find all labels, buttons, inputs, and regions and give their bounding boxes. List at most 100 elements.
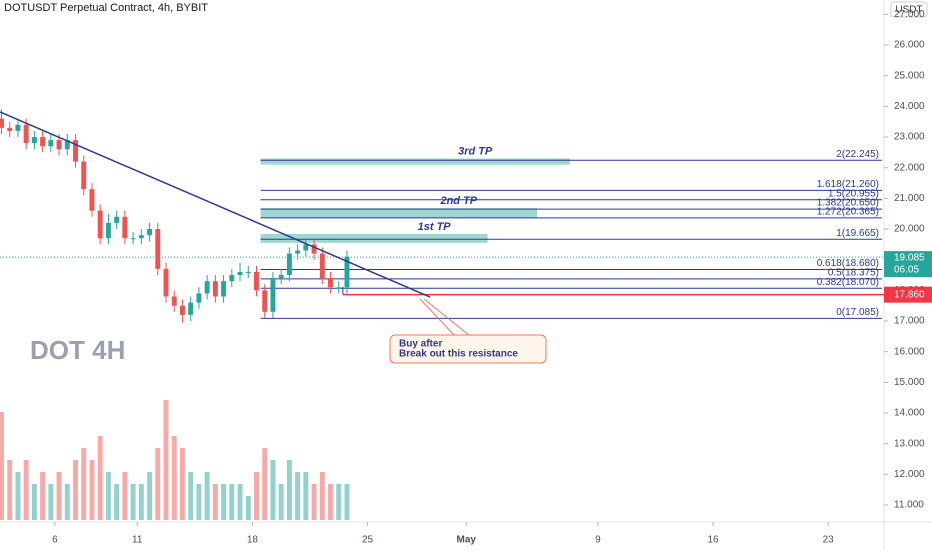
candle-body (262, 290, 268, 312)
target-zone (260, 208, 537, 218)
candle-body (344, 256, 350, 288)
y-tick-label: 16.000 (894, 346, 925, 357)
candle-body (138, 235, 144, 239)
candle-body (229, 275, 235, 282)
volume-bar (344, 484, 350, 520)
candle-body (31, 137, 37, 144)
fib-label: 0.382(18.070) (817, 277, 879, 288)
target-label: 1st TP (418, 221, 452, 233)
candle-body (311, 244, 317, 254)
volume-bar (319, 472, 325, 520)
candle-body (254, 271, 259, 291)
fib-label: 1(19.665) (836, 228, 879, 239)
volume-bar (114, 484, 120, 520)
y-tick-label: 22.000 (894, 162, 925, 173)
candle-body (130, 238, 136, 240)
volume-bar (130, 484, 136, 520)
y-tick-label: 25.000 (894, 70, 925, 81)
volume-bar (254, 472, 259, 520)
volume-layer (0, 400, 350, 520)
support-badge-label: 17.860 (894, 289, 925, 300)
candle-body (221, 281, 227, 297)
volume-bar (204, 472, 210, 520)
volume-bar (122, 472, 128, 520)
candle-body (188, 302, 194, 315)
volume-bar (7, 460, 13, 520)
callout-text: Buy after (399, 339, 442, 350)
volume-bar (171, 436, 177, 520)
fib-label: 0(17.085) (836, 307, 879, 318)
candle-body (212, 281, 218, 297)
x-tick-label: 6 (52, 535, 58, 546)
callout-box (389, 334, 547, 364)
candle-body (171, 296, 177, 306)
fib-label: 1.5(20.955) (828, 188, 879, 199)
volume-bar (286, 460, 292, 520)
target-zone (260, 233, 488, 243)
volume-bar (147, 472, 153, 520)
volume-bar (105, 472, 111, 520)
volume-bar (303, 472, 309, 520)
candle-body (196, 293, 202, 303)
main-layer: 3rd TP 2nd TP 1st TP 2(22.245) 1.618(21.260)… (0, 109, 884, 323)
volume-bar (229, 484, 235, 520)
candle-body (122, 216, 128, 239)
volume-bar (245, 496, 251, 520)
volume-bar (31, 484, 37, 520)
candle-body (15, 124, 21, 131)
y-tick-label: 21.000 (894, 193, 925, 204)
y-tick-label: 24.000 (894, 101, 925, 112)
candle-body (23, 124, 29, 144)
volume-bar (97, 436, 103, 520)
volume-bar (48, 484, 54, 520)
watermark: DOT 4H (30, 335, 125, 365)
candle-body (179, 305, 185, 315)
callout-text: Break out this resistance (399, 349, 518, 360)
volume-bar (73, 460, 78, 520)
volume-bar (212, 484, 218, 520)
volume-bar (179, 448, 185, 520)
volume-bar (328, 484, 333, 520)
candle-body (97, 210, 103, 239)
candle-body (81, 161, 87, 190)
candle-body (64, 140, 70, 150)
x-tick-label: 18 (247, 535, 259, 546)
y-tick-label: 12.000 (894, 469, 925, 480)
fib-label: 1.382(20.650) (817, 198, 879, 209)
volume-bar (163, 400, 169, 520)
candle-body (147, 229, 153, 236)
candle-body (270, 278, 276, 312)
volume-bar (270, 460, 276, 520)
x-tick-label: 25 (362, 535, 374, 546)
currency-label: USDT (895, 5, 922, 16)
x-tick-label: 9 (595, 535, 601, 546)
support-badge (884, 286, 932, 303)
last-price-badge (884, 251, 932, 278)
candle-body (48, 140, 54, 147)
target-label: 2nd TP (439, 195, 477, 207)
volume-bar (196, 484, 202, 520)
fib-label: 1.618(21.260) (817, 179, 879, 190)
volume-bar (262, 448, 268, 520)
candle-body (89, 189, 95, 211)
countdown-label: 06:05 (894, 265, 919, 276)
candle-body (319, 253, 325, 279)
y-tick-label: 27.000 (894, 9, 925, 20)
candle-body (163, 268, 169, 297)
target-label: 3rd TP (458, 145, 493, 157)
volume-bar (64, 484, 70, 520)
callout-pointer (423, 298, 471, 337)
candle-body (40, 137, 46, 147)
candle-body (105, 222, 111, 239)
x-tick-label: 11 (132, 535, 143, 546)
candle-body (56, 140, 62, 150)
volume-bar (188, 472, 194, 520)
fib-label: 2(22.245) (836, 149, 879, 160)
chart-title: DOTUSDT Perpetual Contract, 4h, BYBIT (4, 2, 208, 14)
currency-badge (890, 1, 928, 18)
candle-body (295, 250, 301, 254)
candle-body (286, 253, 292, 276)
last-price-label: 19.085 (894, 253, 925, 264)
